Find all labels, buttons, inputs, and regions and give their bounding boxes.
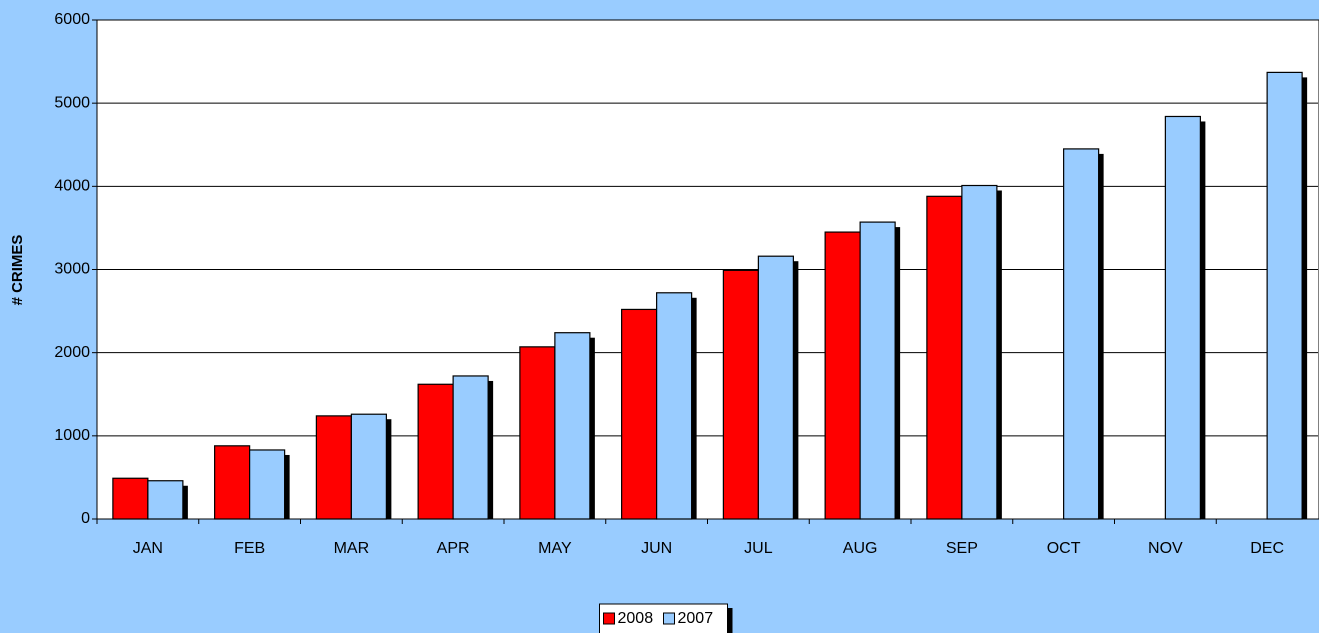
- x-tick-label: JUL: [744, 540, 773, 557]
- x-tick-label: JAN: [133, 540, 163, 557]
- bar: [656, 292, 693, 520]
- bar: [147, 480, 184, 520]
- bar: [1164, 115, 1201, 520]
- bar: [214, 445, 251, 520]
- bar: [112, 477, 149, 520]
- bar: [417, 383, 454, 520]
- bar: [519, 346, 556, 520]
- bar: [824, 231, 861, 520]
- bar: [249, 449, 286, 520]
- y-tick-label: 0: [81, 510, 90, 527]
- bar: [926, 195, 963, 520]
- bar: [452, 375, 489, 520]
- bar: [1266, 71, 1303, 520]
- y-axis-label: # CRIMES: [9, 235, 26, 306]
- legend-swatch: [663, 612, 675, 625]
- y-tick-label: 5000: [54, 94, 90, 111]
- x-tick-label: MAR: [334, 540, 370, 557]
- legend-label: 2008: [618, 610, 654, 627]
- x-tick-label: APR: [437, 540, 470, 557]
- bar: [859, 221, 896, 520]
- x-tick-label: AUG: [843, 540, 878, 557]
- y-tick-label: 4000: [54, 178, 90, 195]
- x-tick-label: FEB: [234, 540, 265, 557]
- bar: [315, 415, 352, 520]
- x-tick-label: DEC: [1250, 540, 1284, 557]
- x-tick-label: MAY: [538, 540, 572, 557]
- bar: [621, 308, 658, 520]
- bar: [961, 184, 998, 520]
- bar: [554, 332, 591, 520]
- x-tick-label: OCT: [1047, 540, 1081, 557]
- bar: [1063, 148, 1100, 520]
- y-tick-label: 1000: [54, 427, 90, 444]
- x-tick-label: SEP: [946, 540, 978, 557]
- bar: [757, 255, 794, 520]
- x-tick-label: JUN: [641, 540, 672, 557]
- legend-label: 2007: [678, 610, 714, 627]
- y-tick-label: 3000: [54, 261, 90, 278]
- y-tick-label: 6000: [54, 11, 90, 28]
- bar: [722, 269, 759, 520]
- bar: [350, 413, 387, 520]
- legend-swatch: [603, 612, 615, 625]
- y-tick-label: 2000: [54, 344, 90, 361]
- x-tick-label: NOV: [1148, 540, 1183, 557]
